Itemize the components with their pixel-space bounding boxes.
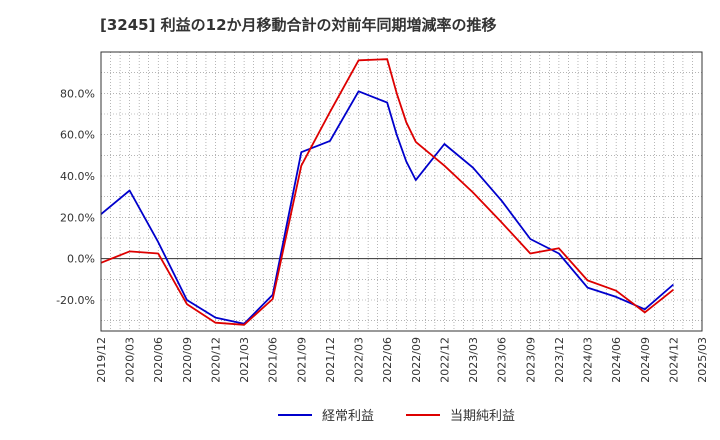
- x-tick-label: 2021/12: [324, 337, 337, 383]
- x-tick-label: 2024/06: [610, 337, 623, 383]
- x-tick-label: 2021/06: [267, 337, 280, 383]
- x-tick-label: 2023/03: [467, 337, 480, 383]
- x-tick-label: 2021/03: [238, 337, 251, 383]
- y-tick-label: 60.0%: [60, 129, 95, 142]
- x-tick-label: 2022/03: [353, 337, 366, 383]
- legend-label-2: 当期純利益: [450, 409, 515, 424]
- x-tick-label: 2023/09: [524, 337, 537, 383]
- x-tick-label: 2024/12: [667, 337, 680, 383]
- y-axis-ticks: -20.0% 0.0% 20.0% 40.0% 60.0% 80.0%: [56, 87, 95, 307]
- x-tick-label: 2020/09: [181, 337, 194, 383]
- y-tick-label: 80.0%: [60, 87, 95, 100]
- x-tick-label: 2020/03: [124, 337, 137, 383]
- y-tick-label: 20.0%: [60, 211, 95, 224]
- plot-frame: [100, 51, 703, 332]
- legend: 経常利益 当期純利益: [278, 409, 515, 424]
- x-tick-label: 2024/09: [639, 337, 652, 383]
- x-tick-label: 2022/06: [381, 337, 394, 383]
- grid-lines: [101, 52, 702, 331]
- y-tick-label: 0.0%: [67, 253, 95, 266]
- x-tick-label: 2022/09: [410, 337, 423, 383]
- x-tick-label: 2024/03: [582, 337, 595, 383]
- x-tick-label: 2020/06: [152, 337, 165, 383]
- x-tick-label: 2019/12: [95, 337, 108, 383]
- y-tick-label: 40.0%: [60, 170, 95, 183]
- x-axis-ticks: 2019/12 2020/03 2020/06 2020/09 2020/12 2021/…: [95, 337, 709, 383]
- x-tick-label: 2021/09: [295, 337, 308, 383]
- chart-title: [3245] 利益の12か月移動合計の対前年同期増減率の推移: [100, 16, 497, 34]
- series-line-1: [100, 90, 674, 325]
- legend-label-1: 経常利益: [322, 409, 374, 424]
- x-tick-label: 2020/12: [209, 337, 222, 383]
- x-tick-label: 2025/03: [696, 337, 709, 383]
- series-line-2: [100, 58, 674, 326]
- x-tick-label: 2023/06: [496, 337, 509, 383]
- x-tick-label: 2023/12: [553, 337, 566, 383]
- x-tick-label: 2022/12: [438, 337, 451, 383]
- series-layer: [100, 58, 674, 326]
- y-tick-label: -20.0%: [56, 294, 95, 307]
